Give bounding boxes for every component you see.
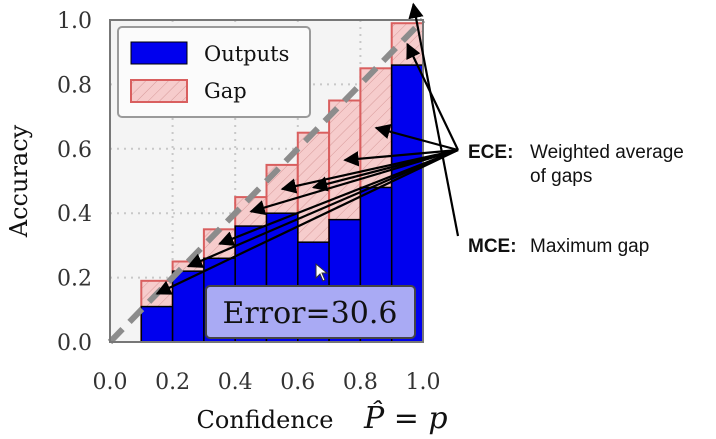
legend-box [117,26,311,118]
legend-label-outputs: Outputs [204,42,289,66]
ece-arrow-8 [374,124,459,152]
output-bar-1 [140,305,174,343]
error-box-label: Error=30.6 [223,296,398,331]
y-axis-ticks: 0.0 0.2 0.4 0.6 0.8 1.0 [57,9,92,356]
mouse-cursor-icon [315,262,329,282]
legend-label-gap: Gap [204,79,247,103]
y-axis-title: Accuracy [5,124,33,238]
x-tick-label-0: 0.0 [93,370,128,395]
perfect-calibration-line [107,17,426,345]
ece-annotation: ECE: Weighted average of gaps [468,142,684,187]
ece-arrow-7 [343,148,459,167]
x-tick-label-1: 0.2 [155,370,190,395]
error-box: Error=30.6 [205,285,416,339]
x-tick-label-4: 0.8 [343,370,378,395]
ece-arrow-3 [218,148,459,246]
y-tick-label-2: 0.4 [57,202,92,227]
mce-arrow [408,2,460,237]
ece-arrow-9 [406,42,459,151]
error-box-background [205,285,416,339]
x-tick-label-2: 0.4 [218,370,253,395]
legend-swatch-gap [130,79,188,103]
x-axis-title: Confidence [197,406,334,434]
x-tick-label-5: 1.0 [406,370,441,395]
ece-arrow-6 [311,148,459,192]
ece-arrow-1 [155,149,459,295]
ece-description-line1: Weighted average [530,142,684,163]
annotation-arrows [155,2,460,295]
ece-arrow-2 [186,148,459,268]
x-axis-ticks: 0.0 0.2 0.4 0.6 0.8 1.0 [93,370,441,395]
mce-label: MCE: [468,236,517,257]
y-tick-label-4: 0.8 [57,73,92,98]
x-tick-label-3: 0.6 [280,370,315,395]
output-bar-2 [171,270,205,343]
y-tick-label-0: 0.0 [57,331,92,356]
y-tick-label-5: 1.0 [57,9,92,34]
plot-frame [109,19,424,343]
x-axis-title-math: P̂ = p [363,401,448,436]
y-tick-label-3: 0.6 [57,138,92,163]
mce-description: Maximum gap [530,236,649,257]
ece-description-line2: of gaps [530,166,592,187]
legend: Outputs Gap [117,26,311,118]
mce-annotation: MCE: Maximum gap [468,236,649,257]
legend-swatch-outputs [130,41,188,65]
ece-arrow-4 [249,148,459,216]
ece-label: ECE: [468,142,513,163]
y-tick-label-1: 0.2 [57,267,92,292]
